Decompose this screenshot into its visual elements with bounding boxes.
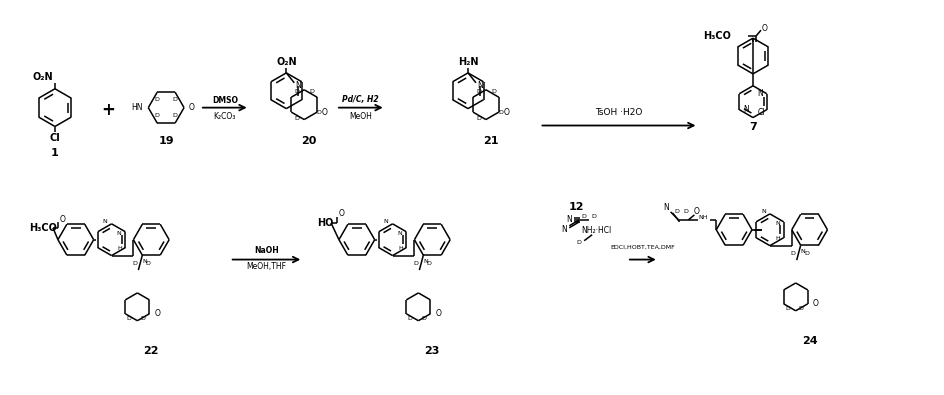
Text: O: O xyxy=(60,215,66,224)
Text: 1: 1 xyxy=(51,148,59,158)
Text: 19: 19 xyxy=(159,136,174,147)
Text: D: D xyxy=(132,261,137,265)
Text: O: O xyxy=(189,103,194,112)
Text: Cl: Cl xyxy=(757,108,765,117)
Text: D: D xyxy=(146,261,151,265)
Text: 20: 20 xyxy=(301,136,317,147)
Text: D: D xyxy=(408,316,413,321)
Text: O: O xyxy=(155,309,160,318)
Text: D: D xyxy=(155,113,160,118)
Text: 23: 23 xyxy=(425,346,440,356)
Text: D: D xyxy=(476,116,480,120)
Text: D: D xyxy=(784,306,790,311)
Text: N: N xyxy=(801,249,805,254)
Text: N: N xyxy=(663,203,668,213)
Text: NaOH: NaOH xyxy=(254,246,278,255)
Text: D: D xyxy=(674,209,679,214)
Text: D: D xyxy=(295,89,299,94)
Text: D: D xyxy=(683,209,688,214)
Text: HN: HN xyxy=(131,103,143,112)
Text: K₂CO₃: K₂CO₃ xyxy=(213,112,236,121)
Text: D: D xyxy=(491,89,496,94)
Text: D: D xyxy=(804,251,809,256)
Text: O: O xyxy=(339,209,345,218)
Text: D: D xyxy=(173,113,177,118)
Text: N: N xyxy=(384,219,389,224)
Text: D: D xyxy=(413,261,418,265)
Text: NH: NH xyxy=(699,215,708,220)
Text: D: D xyxy=(173,97,177,102)
Text: MeOH: MeOH xyxy=(349,112,372,121)
Text: O₂N: O₂N xyxy=(32,72,53,82)
Text: D: D xyxy=(790,251,795,256)
Text: N: N xyxy=(477,81,482,90)
Text: D: D xyxy=(126,316,131,321)
Text: Cl: Cl xyxy=(50,134,60,143)
Text: N: N xyxy=(103,219,108,224)
Text: H₃CO: H₃CO xyxy=(703,31,732,41)
Text: O: O xyxy=(813,299,818,308)
Text: O: O xyxy=(435,309,441,318)
Text: HO: HO xyxy=(317,218,333,228)
Text: D: D xyxy=(577,240,582,245)
Text: D: D xyxy=(295,116,299,120)
Text: O₂N: O₂N xyxy=(276,57,296,67)
Text: TsOH ·H2O: TsOH ·H2O xyxy=(596,108,643,117)
Text: N: N xyxy=(423,259,428,263)
Text: D: D xyxy=(310,89,314,94)
Text: D: D xyxy=(592,214,597,219)
Text: D: D xyxy=(476,89,480,94)
Text: O: O xyxy=(504,107,510,117)
Text: 24: 24 xyxy=(801,336,818,346)
Text: D: D xyxy=(155,97,160,102)
Text: N: N xyxy=(562,225,567,234)
Text: N: N xyxy=(117,231,122,236)
Text: Pd/C, H2: Pd/C, H2 xyxy=(343,95,379,104)
Text: H: H xyxy=(775,236,780,241)
Text: N: N xyxy=(142,259,146,263)
Text: O: O xyxy=(694,207,700,216)
Text: N: N xyxy=(295,81,301,90)
Text: N: N xyxy=(743,105,749,114)
Text: +: + xyxy=(102,101,115,118)
Text: N: N xyxy=(775,221,780,226)
Text: H₃CO: H₃CO xyxy=(29,223,57,233)
Text: D: D xyxy=(498,109,503,115)
Text: N: N xyxy=(566,215,572,224)
Text: 22: 22 xyxy=(143,346,159,356)
Text: H₂N: H₂N xyxy=(458,57,479,67)
Text: EDCI,HOBT,TEA,DMF: EDCI,HOBT,TEA,DMF xyxy=(611,245,675,250)
Text: D: D xyxy=(799,306,803,311)
Text: N: N xyxy=(761,209,766,214)
Text: O: O xyxy=(762,24,767,33)
Text: D: D xyxy=(316,109,322,115)
Text: D: D xyxy=(427,261,431,265)
Text: MeOH,THF: MeOH,THF xyxy=(246,262,286,271)
Text: N: N xyxy=(397,231,402,236)
Text: H: H xyxy=(398,246,403,251)
Text: D: D xyxy=(141,316,145,321)
Text: 12: 12 xyxy=(568,202,584,212)
Text: H: H xyxy=(117,246,122,251)
Text: D: D xyxy=(582,214,586,219)
Text: NH₂·HCl: NH₂·HCl xyxy=(581,226,612,235)
Text: DMSO: DMSO xyxy=(211,96,238,105)
Text: 7: 7 xyxy=(750,122,757,132)
Text: 21: 21 xyxy=(483,136,498,147)
Text: N: N xyxy=(757,89,763,98)
Text: D: D xyxy=(422,316,427,321)
Text: O: O xyxy=(322,107,328,117)
